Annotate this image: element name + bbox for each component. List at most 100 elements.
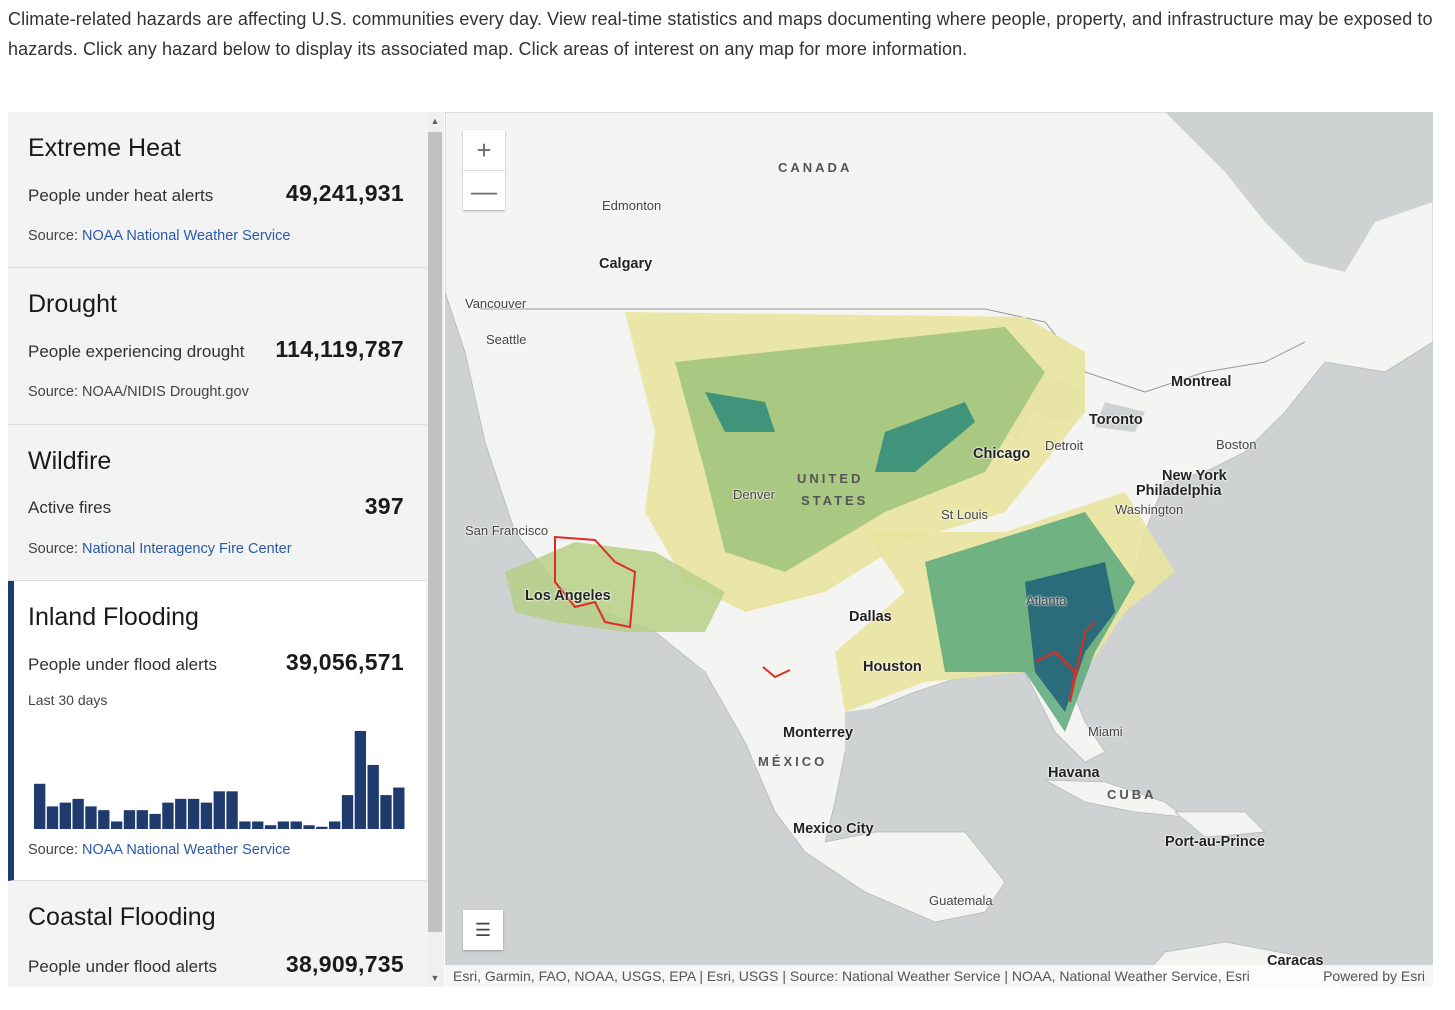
stat-value: 114,119,787 bbox=[275, 336, 404, 362]
hazard-map[interactable]: CANADA Edmonton Calgary Vancouver Seattl… bbox=[445, 112, 1433, 987]
map-label-atlanta: Atlanta bbox=[1026, 593, 1067, 608]
chart-bar bbox=[72, 798, 84, 829]
flood-alert-outline-ca bbox=[554, 535, 637, 629]
scroll-down-arrow-icon[interactable]: ▼ bbox=[430, 973, 440, 983]
map-label-edmonton: Edmonton bbox=[602, 198, 662, 213]
map-label-st-louis: St Louis bbox=[941, 507, 988, 522]
chart-bar bbox=[123, 810, 136, 829]
drought-area-north-mid bbox=[675, 327, 1045, 572]
map-label-montreal: Montreal bbox=[1171, 374, 1232, 390]
panel-scrollbar[interactable]: ▲ ▼ bbox=[426, 112, 444, 987]
stat-value: 49,241,931 bbox=[285, 180, 404, 206]
drought-area-north-deep bbox=[705, 392, 975, 472]
map-label-port-au-prince: Port-au-Prince bbox=[1165, 834, 1265, 850]
chart-bar bbox=[393, 787, 405, 829]
zoom-out-button[interactable]: — bbox=[471, 176, 497, 206]
source-link[interactable]: National Interagency Fire Center bbox=[82, 541, 292, 557]
stat-label: People under heat alerts bbox=[28, 186, 214, 205]
source-link[interactable]: NOAA National Weather Service bbox=[82, 842, 291, 858]
hazard-panel: Extreme Heat People under heat alerts 49… bbox=[8, 112, 426, 987]
chart-bar bbox=[226, 791, 238, 829]
chart-bar bbox=[187, 798, 200, 829]
zoom-in-button[interactable]: + bbox=[463, 130, 505, 171]
map-label-cuba: CUBA bbox=[1107, 787, 1157, 802]
map-label-philadelphia: Philadelphia bbox=[1136, 483, 1222, 499]
drought-area-southwest bbox=[505, 542, 725, 632]
chart-bar bbox=[136, 810, 148, 829]
map-label-mexico-city: Mexico City bbox=[793, 821, 874, 837]
legend-list-icon: ☰ bbox=[474, 920, 492, 940]
flood-alert-outline-tx bbox=[762, 666, 791, 679]
hazard-title: Wildfire bbox=[28, 447, 112, 475]
map-attribution: Esri, Garmin, FAO, NOAA, USGS, EPA | Esr… bbox=[445, 965, 1433, 987]
hazard-card-inland-flooding[interactable]: Inland Flooding People under flood alert… bbox=[8, 581, 426, 881]
chart-bar bbox=[329, 821, 341, 829]
chart-bar bbox=[213, 791, 225, 829]
stat-value: 39,056,571 bbox=[285, 649, 404, 675]
hazard-title: Coastal Flooding bbox=[28, 903, 216, 931]
map-label-los-angeles: Los Angeles bbox=[525, 588, 611, 604]
map-label-mexico: MÉXICO bbox=[758, 754, 828, 769]
map-label-calgary: Calgary bbox=[599, 256, 653, 272]
stat-label: Active fires bbox=[28, 498, 112, 517]
chart-bar bbox=[34, 783, 46, 829]
map-label-havana: Havana bbox=[1048, 765, 1100, 781]
map-label-washington: Washington bbox=[1115, 502, 1184, 517]
chart-bar bbox=[290, 821, 302, 829]
hispaniola-island bbox=[1173, 811, 1266, 838]
chart-bar bbox=[239, 821, 251, 829]
scroll-up-arrow-icon[interactable]: ▲ bbox=[430, 116, 440, 126]
chart-bar bbox=[110, 821, 123, 829]
scroll-thumb[interactable] bbox=[428, 132, 442, 932]
map-label-miami: Miami bbox=[1088, 724, 1123, 739]
chart-bar bbox=[380, 795, 392, 829]
stat-value: 397 bbox=[364, 493, 404, 519]
chart-bar bbox=[59, 802, 71, 829]
map-label-guatemala: Guatemala bbox=[929, 893, 993, 908]
source-line: Source: NOAA National Weather Service bbox=[28, 842, 291, 858]
map-label-states: STATES bbox=[801, 493, 869, 508]
map-label-united: UNITED bbox=[797, 471, 864, 486]
powered-by-esri[interactable]: Powered by Esri bbox=[1323, 968, 1425, 984]
map-label-toronto: Toronto bbox=[1089, 412, 1143, 428]
map-label-new-york: New York bbox=[1162, 468, 1227, 484]
chart-bar bbox=[252, 821, 264, 829]
chart-bar bbox=[316, 826, 328, 829]
map-label-monterrey: Monterrey bbox=[783, 725, 854, 741]
flood-alert-outline-fl bbox=[1034, 621, 1096, 703]
map-base bbox=[445, 112, 1433, 987]
chart-bar bbox=[367, 764, 379, 829]
map-label-denver: Denver bbox=[733, 487, 775, 502]
chart-bar bbox=[341, 795, 354, 829]
hazard-title: Drought bbox=[28, 290, 117, 318]
us-canada-border bbox=[480, 308, 1306, 393]
source-line: Source: NOAA National Weather Service bbox=[28, 228, 291, 244]
chart-bar bbox=[303, 825, 315, 829]
map-label-canada: CANADA bbox=[778, 160, 853, 175]
chart-bar bbox=[354, 731, 367, 829]
legend-button[interactable]: ☰ bbox=[463, 910, 503, 950]
chart-bar bbox=[162, 802, 174, 829]
attribution-sources: Esri, Garmin, FAO, NOAA, USGS, EPA | Esr… bbox=[453, 968, 1250, 984]
hazard-card-drought[interactable]: Drought People experiencing drought 114,… bbox=[8, 268, 426, 425]
intro-text: Climate-related hazards are affecting U.… bbox=[8, 9, 1433, 59]
hazard-card-coastal-flooding[interactable]: Coastal Flooding People under flood aler… bbox=[8, 881, 426, 987]
source-link[interactable]: NOAA National Weather Service bbox=[82, 228, 291, 244]
map-label-dallas: Dallas bbox=[849, 609, 892, 625]
chart-bar bbox=[149, 813, 161, 829]
chart-bar bbox=[200, 802, 213, 829]
hazard-card-wildfire[interactable]: Wildfire Active fires 397 Source: Nation… bbox=[8, 425, 426, 581]
source-line: Source: National Interagency Fire Center bbox=[28, 541, 292, 557]
chart-bar bbox=[264, 825, 277, 829]
map-label-seattle: Seattle bbox=[486, 332, 527, 347]
chart-bar bbox=[46, 806, 59, 829]
stat-label: People experiencing drought bbox=[28, 342, 245, 361]
gulf-of-mexico bbox=[845, 682, 1085, 832]
stat-label: People under flood alerts bbox=[28, 957, 218, 976]
flood-bar-chart bbox=[34, 731, 405, 829]
hudson-bay bbox=[1165, 112, 1433, 272]
map-label-san-francisco: San Francisco bbox=[465, 523, 549, 538]
source-line: Source: NOAA/NIDIS Drought.gov bbox=[28, 384, 249, 400]
hazard-card-extreme-heat[interactable]: Extreme Heat People under heat alerts 49… bbox=[8, 112, 426, 268]
map-label-detroit: Detroit bbox=[1045, 438, 1084, 453]
